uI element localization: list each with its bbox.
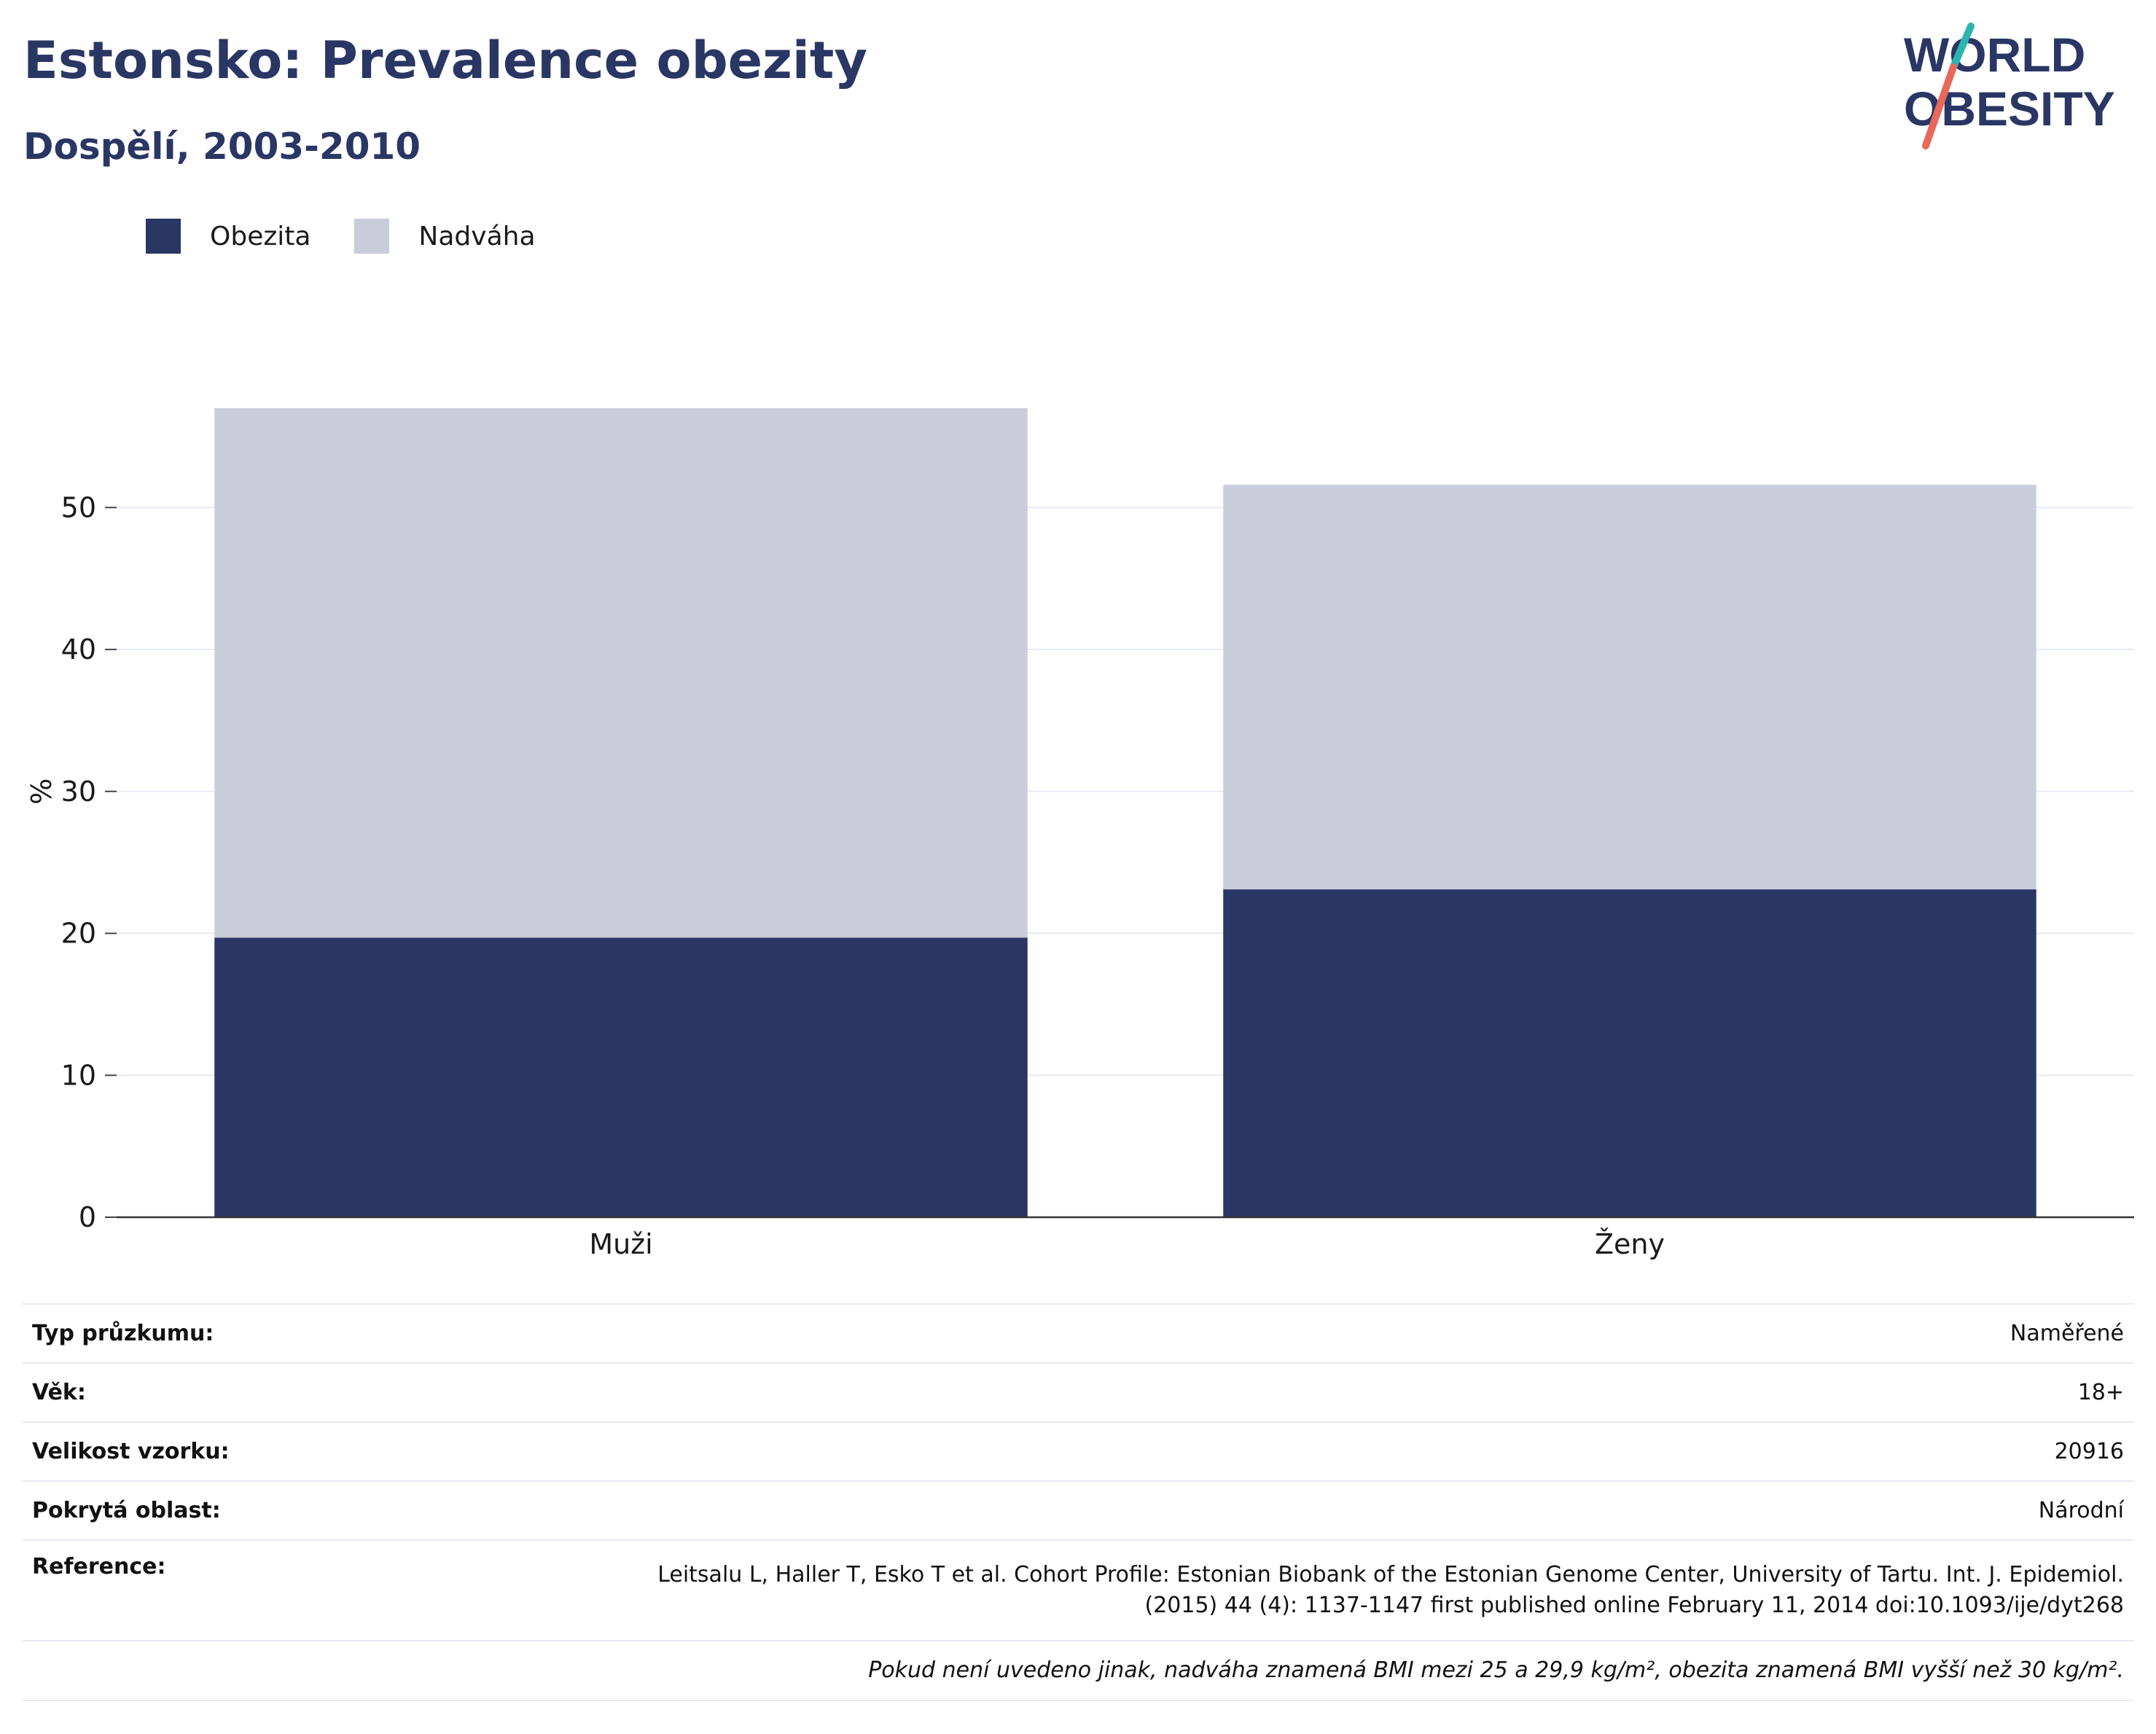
info-value-coverage: Národní — [292, 1480, 2134, 1540]
logo-line1: WORLD — [1904, 28, 2085, 82]
info-label-sample-size: Velikost vzorku: — [22, 1421, 292, 1481]
y-tick-label: 0 — [79, 1201, 96, 1233]
reference-line-1: Leitsalu L, Haller T, Esko T et al. Coho… — [657, 1562, 2124, 1587]
info-row-survey-type: Typ průzkumu: Naměřené — [22, 1303, 2134, 1363]
info-label-age: Věk: — [22, 1362, 292, 1422]
chart-title: Estonsko: Prevalence obezity — [23, 31, 867, 90]
bar-chart: 0 10 20 30 40 50% Muži Ženy — [26, 408, 2134, 1260]
bmi-definition-note: Pokud není uvedeno jinak, nadváha znamen… — [22, 1640, 2134, 1701]
bar-obezita-0 — [214, 937, 1028, 1217]
bar-nadvaha-1 — [1223, 485, 2036, 890]
info-row-reference: Reference: Leitsalu L, Haller T, Esko T … — [22, 1539, 2134, 1641]
info-label-survey-type: Typ průzkumu: — [22, 1303, 292, 1363]
info-row-age: Věk: 18+ — [22, 1362, 2134, 1422]
info-label-coverage: Pokrytá oblast: — [22, 1480, 292, 1540]
bar-nadvaha-0 — [214, 408, 1028, 938]
info-value-reference: Leitsalu L, Haller T, Esko T et al. Coho… — [292, 1539, 2134, 1641]
info-row-note: Pokud není uvedeno jinak, nadváha znamen… — [22, 1640, 2134, 1701]
logo-slash-bottom — [1922, 63, 1957, 149]
info-row-sample-size: Velikost vzorku: 20916 — [22, 1421, 2134, 1481]
chart-subtitle: Dospělí, 2003-2010 — [23, 125, 421, 168]
info-row-coverage: Pokrytá oblast: Národní — [22, 1480, 2134, 1540]
legend-label-obezita: Obezita — [210, 221, 311, 251]
y-axis-label: % — [26, 778, 58, 805]
legend-swatch-nadvaha — [354, 219, 390, 254]
legend-item-nadvaha[interactable]: Nadváha — [354, 219, 536, 254]
info-value-age: 18+ — [292, 1362, 2134, 1422]
y-tick-label: 40 — [61, 633, 96, 665]
y-tick-label: 20 — [61, 918, 96, 950]
x-tick-label: Ženy — [1595, 1228, 1665, 1260]
info-label-reference: Reference: — [22, 1539, 292, 1641]
bar-obezita-1 — [1223, 889, 2036, 1217]
y-tick-label: 30 — [61, 776, 96, 808]
legend-label-nadvaha: Nadváha — [418, 221, 536, 251]
legend-swatch-obezita — [146, 219, 181, 254]
legend: Obezita Nadváha — [146, 216, 579, 257]
y-tick-label: 10 — [61, 1059, 96, 1091]
info-value-survey-type: Naměřené — [292, 1303, 2134, 1363]
x-tick-label: Muži — [589, 1228, 652, 1260]
world-obesity-logo: WORLD OBESITY — [1904, 23, 2115, 149]
reference-line-2: (2015) 44 (4): 1137-1147 first published… — [1144, 1593, 2124, 1618]
logo-slash-top — [1950, 23, 1975, 71]
legend-item-obezita[interactable]: Obezita — [146, 219, 310, 254]
y-tick-label: 50 — [61, 491, 96, 523]
info-table: Typ průzkumu: Naměřené Věk: 18+ Velikost… — [22, 1303, 2134, 1701]
info-value-sample-size: 20916 — [292, 1421, 2134, 1481]
